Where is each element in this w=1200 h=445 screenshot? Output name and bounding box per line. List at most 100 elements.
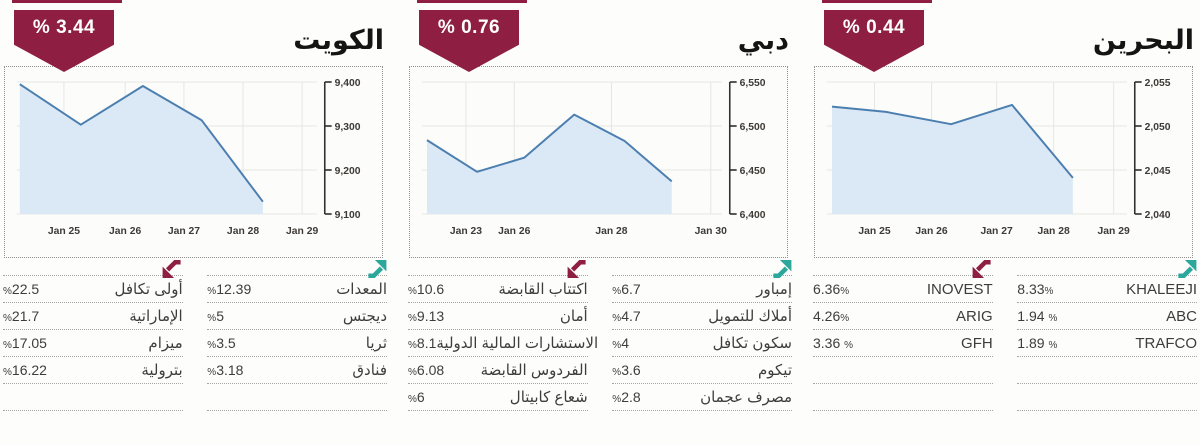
y-tick-label: 6,550 xyxy=(740,78,766,89)
price-line xyxy=(831,103,1074,179)
x-tick-label: Jan 25 xyxy=(858,226,890,237)
stock-change: %4.7 xyxy=(612,308,641,324)
gainers-list: 8.33% KHALEEJI 1.94 % ABC 1.89 % TRAFCO xyxy=(1017,275,1197,411)
stock-name: أمان xyxy=(559,308,588,325)
x-tick-label: Jan 28 xyxy=(227,226,259,237)
chart-container: 2,055 2,050 2,045 2,040 Jan 25 Jan 26 Jan 27 Ja… xyxy=(814,66,1193,258)
y-tick-label: 6,500 xyxy=(740,122,766,133)
arrow-down-left-icon xyxy=(972,260,991,278)
stock-change: %8.1 xyxy=(408,335,437,351)
stock-change: 1.89 % xyxy=(1017,335,1058,351)
stock-name: الفردوس القابضة xyxy=(480,362,588,379)
gainers-header xyxy=(207,260,387,278)
arrow-up-right-icon xyxy=(368,260,387,278)
arrow-down-left-icon xyxy=(162,260,181,278)
stock-change: %3.18 xyxy=(207,362,244,378)
y-tick-label: 2,050 xyxy=(1145,122,1171,133)
y-tick-label: 9,100 xyxy=(335,210,361,221)
x-tick-label: Jan 28 xyxy=(1038,226,1070,237)
stock-change: 1.94 % xyxy=(1017,308,1058,324)
stock-name: KHALEEJI xyxy=(1126,280,1197,298)
x-tick-label: Jan 29 xyxy=(286,226,318,237)
change-badge: % 0.44 xyxy=(824,10,924,72)
area-fill xyxy=(426,114,672,214)
list-item: %8.1 الاستشارات المالية الدولية xyxy=(408,329,598,356)
stock-change: 8.33% xyxy=(1017,281,1054,297)
gainers-column: %12.39 المعدات %5 ديجتس %3.5 ثريا %3.18 فنادق xyxy=(207,260,387,411)
list-item: %3.5 ثريا xyxy=(207,329,387,356)
list-item: %3.6 تيكوم xyxy=(612,356,792,383)
x-tick-label: Jan 28 xyxy=(595,226,627,237)
empty-list-slot xyxy=(1017,383,1197,410)
stock-change: 4.26% xyxy=(813,308,850,324)
change-badge-value: % 0.76 xyxy=(437,17,501,38)
stock-change: 3.36 % xyxy=(813,335,854,351)
stock-change: %6.08 xyxy=(408,362,445,378)
list-item: %16.22 بترولية xyxy=(3,356,183,383)
stock-name: ARIG xyxy=(956,307,993,325)
stock-change: 6.36% xyxy=(813,281,850,297)
stock-change: %9.13 xyxy=(408,308,445,324)
empty-list-slot xyxy=(3,383,183,410)
y-tick-label: 9,300 xyxy=(335,122,361,133)
y-tick-label: 2,040 xyxy=(1145,210,1171,221)
list-item: %17.05 ميزام xyxy=(3,329,183,356)
stock-name: سكون تكافل xyxy=(712,335,792,352)
stock-change: %6 xyxy=(408,389,425,405)
list-item: %9.13 أمان xyxy=(408,302,588,329)
market-title: دبي xyxy=(737,25,789,55)
losers-column: 6.36% INOVEST 4.26% ARIG 3.36 % GFH xyxy=(813,260,993,411)
list-item: %12.39 المعدات xyxy=(207,275,387,302)
chart-container: 9,400 9,300 9,200 9,100 Jan 25 Jan 26 Jan 27 Ja… xyxy=(4,66,383,258)
losers-column: %10.6 اكتتاب القابضة %9.13 أمان %8.1 الاستشار… xyxy=(408,260,598,411)
losers-list: %10.6 اكتتاب القابضة %9.13 أمان %8.1 الاستشار… xyxy=(408,275,598,411)
stock-name: بترولية xyxy=(141,362,183,379)
stock-name: المعدات xyxy=(336,281,387,298)
panel-header: % 3.44 الكويت xyxy=(0,0,390,72)
stock-name: GFH xyxy=(961,334,993,352)
stock-change: %3.5 xyxy=(207,335,236,351)
movers-lists: %10.6 اكتتاب القابضة %9.13 أمان %8.1 الاستشار… xyxy=(405,258,795,411)
stock-name: فنادق xyxy=(352,362,387,379)
panel-dubai: % 0.76 دبي 6,550 6,500 6,450 6,400 Jan 23 Jan… xyxy=(405,0,795,445)
y-tick-label: 9,400 xyxy=(335,78,361,89)
list-item: %6.7 إمباور xyxy=(612,275,792,302)
list-item: 1.94 % ABC xyxy=(1017,302,1197,329)
movers-lists: %22.5 أولى تكافل %21.7 الإماراتية %17.05 ميزا… xyxy=(0,258,390,411)
stock-name: أملاك للتمويل xyxy=(708,308,792,325)
list-item: 8.33% KHALEEJI xyxy=(1017,275,1197,302)
list-item: 3.36 % GFH xyxy=(813,329,993,356)
change-badge: % 0.76 xyxy=(419,10,519,72)
x-tick-label: Jan 26 xyxy=(498,226,530,237)
stock-name: مصرف عجمان xyxy=(700,389,792,406)
list-item: %10.6 اكتتاب القابضة xyxy=(408,275,588,302)
x-tick-label: Jan 26 xyxy=(915,226,947,237)
area-fill xyxy=(19,84,263,214)
empty-list-slot xyxy=(207,383,387,410)
gainers-column: 8.33% KHALEEJI 1.94 % ABC 1.89 % TRAFCO xyxy=(1017,260,1197,411)
gainers-header xyxy=(1017,260,1197,278)
panel-kuwait: % 3.44 الكويت 9,400 9,300 9,200 9,100 Jan 25… xyxy=(0,0,390,445)
stock-change: %16.22 xyxy=(3,362,47,378)
list-item: %6 شعاع كابيتال xyxy=(408,383,588,410)
panel-header: % 0.76 دبي xyxy=(405,0,795,72)
badge-top-remnant xyxy=(822,0,932,3)
list-item: 4.26% ARIG xyxy=(813,302,993,329)
price-chart: 9,400 9,300 9,200 9,100 Jan 25 Jan 26 Jan 27 Ja… xyxy=(16,78,361,237)
stock-name: ديجتس xyxy=(342,308,387,325)
y-tick-label: 9,200 xyxy=(335,166,361,177)
losers-list: %22.5 أولى تكافل %21.7 الإماراتية %17.05 ميزا… xyxy=(3,275,183,411)
stock-change: %4 xyxy=(612,335,629,351)
gainers-header xyxy=(612,260,792,278)
y-tick-label: 6,400 xyxy=(740,210,766,221)
stock-name: اكتتاب القابضة xyxy=(498,281,588,298)
change-badge-value: % 0.44 xyxy=(842,17,906,38)
losers-header xyxy=(813,260,993,278)
stock-name: الاستشارات المالية الدولية xyxy=(436,335,599,352)
stock-name: تيكوم xyxy=(757,362,792,379)
stock-change: %2.8 xyxy=(612,389,641,405)
market-title: البحرين xyxy=(1092,25,1194,55)
losers-header xyxy=(408,260,588,278)
x-tick-label: Jan 30 xyxy=(695,226,727,237)
